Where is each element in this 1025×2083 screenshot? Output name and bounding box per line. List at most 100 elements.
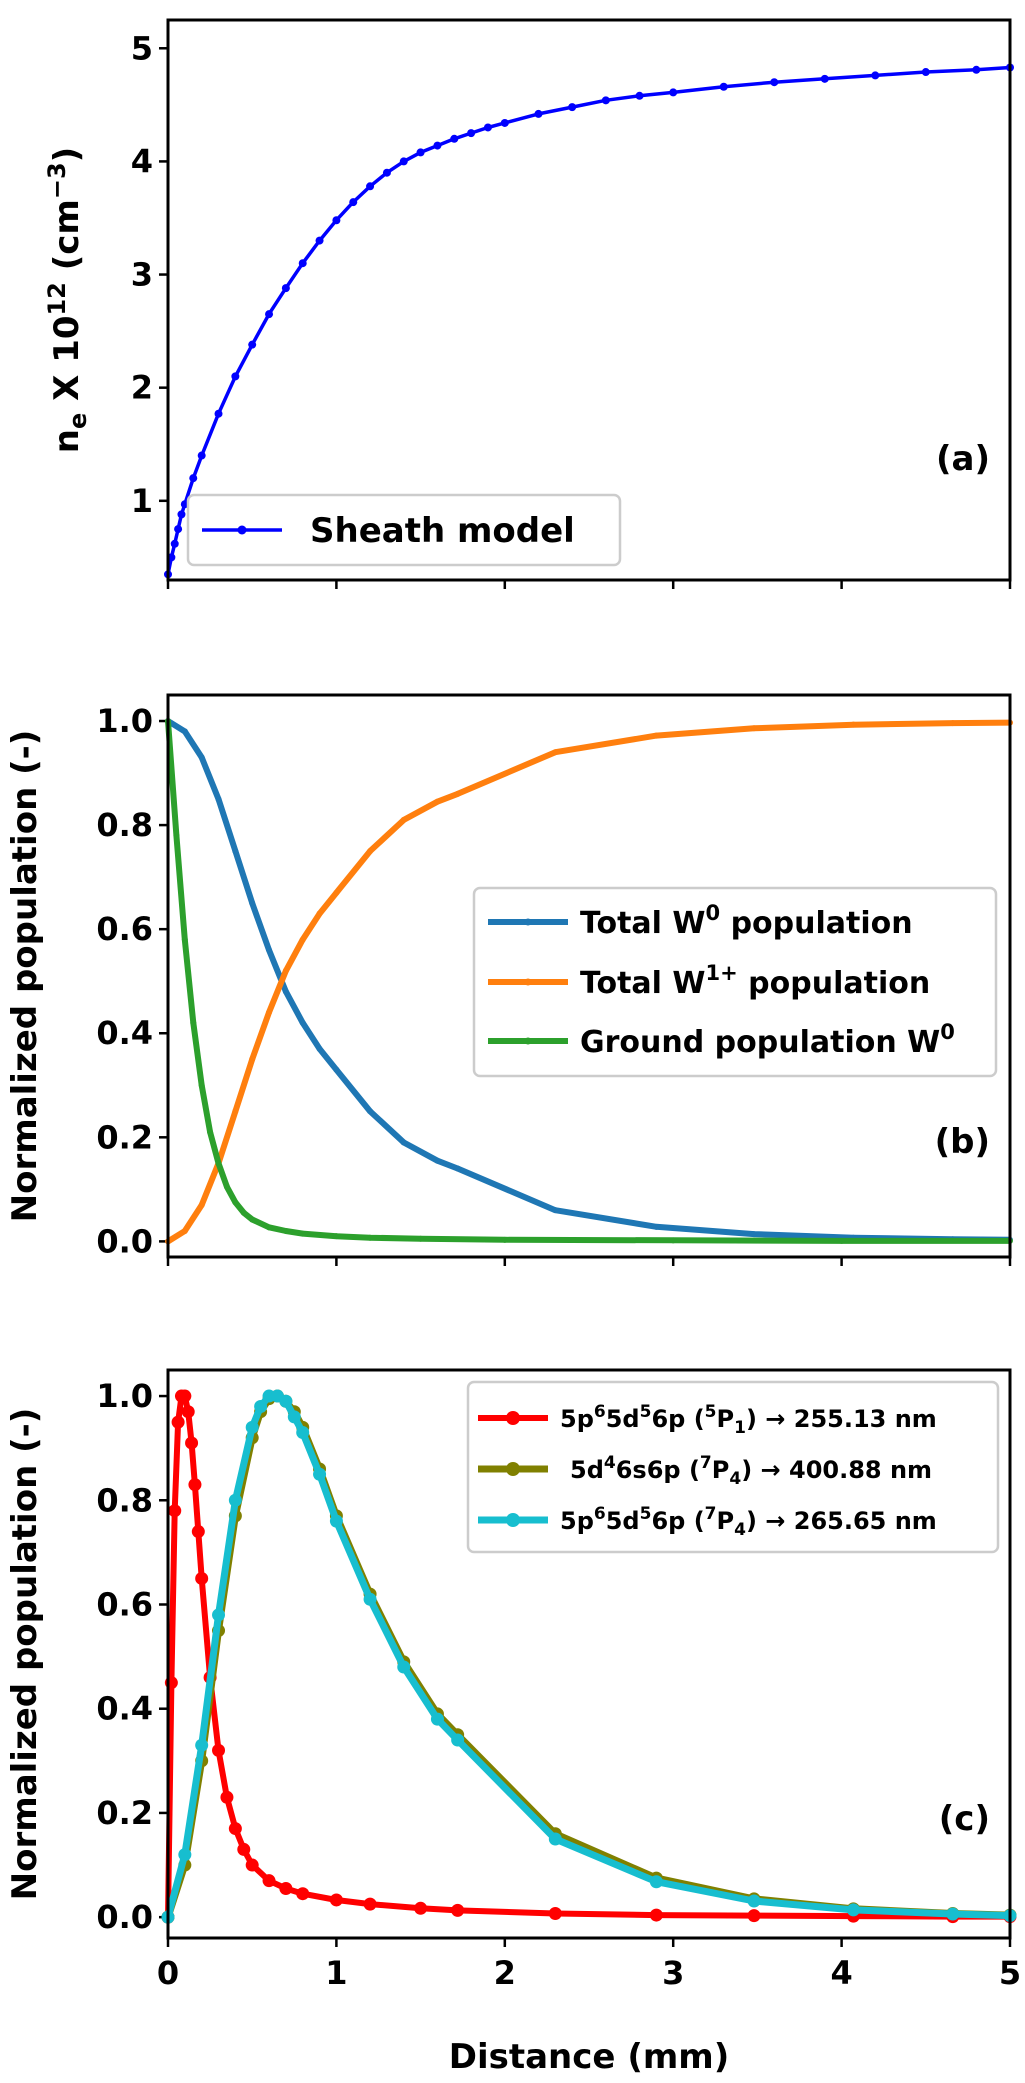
data-point: [177, 510, 186, 519]
data-point: [198, 1082, 205, 1089]
legend-label-part: 6: [594, 1402, 606, 1422]
data-point: [430, 1712, 444, 1726]
data-point: [649, 1908, 663, 1922]
data-point: [266, 1224, 273, 1231]
data-point: [315, 236, 324, 245]
panel-label: (c): [939, 1799, 990, 1839]
legend-label: Ground population W0: [580, 1020, 955, 1060]
data-point: [249, 900, 256, 907]
data-point: [299, 1230, 306, 1237]
y-tick-label: 0.4: [96, 1014, 153, 1052]
data-point: [170, 539, 179, 548]
data-point: [363, 1592, 377, 1606]
y-tick-label: 4: [131, 142, 153, 180]
y-tick-label: 5: [131, 29, 153, 67]
data-point: [299, 1019, 306, 1026]
data-point: [363, 1897, 377, 1911]
data-point: [214, 409, 223, 418]
legend-label-part: 5d: [570, 1456, 604, 1484]
legend-label-sup: 1+: [706, 961, 738, 985]
series-line-0-0: [166, 65, 1011, 575]
legend-label: 5p65d56p (7P4) → 265.65 nm: [560, 1504, 937, 1540]
y-axis-label: ne X 1012 (cm−3): [43, 147, 92, 453]
y-tick-label: 3: [131, 256, 153, 294]
data-point: [747, 1909, 761, 1923]
data-point: [231, 372, 240, 381]
legend-label-sup: 0: [706, 901, 721, 925]
y-tick-label: 1.0: [96, 1377, 153, 1415]
y-tick-label: 1.0: [96, 702, 153, 740]
data-point: [191, 1525, 205, 1539]
legend-label-main: Total W: [580, 906, 706, 941]
data-point: [198, 754, 205, 761]
data-point: [433, 141, 442, 150]
data-point: [195, 1571, 209, 1585]
data-point: [820, 74, 829, 83]
legend-marker: [506, 1513, 520, 1527]
data-point: [181, 1405, 195, 1419]
legend-box: [472, 886, 998, 1078]
data-point: [316, 910, 323, 917]
data-point: [649, 1875, 663, 1889]
data-point: [454, 1165, 461, 1172]
data-point: [751, 1231, 758, 1238]
data-point: [190, 1019, 197, 1026]
y-axis-label-part: X 10: [47, 316, 87, 413]
data-point: [232, 848, 239, 855]
data-point: [653, 732, 660, 739]
panel-c: 0 1 2 3 4 5 0.0 0.2 0.4 0.6 0.8 1.0 (c) Normalized po…: [5, 1368, 1021, 2077]
y-tick-label: 0.0: [96, 1898, 153, 1936]
y-axis-label-part: ): [47, 147, 87, 163]
data-point: [552, 1207, 559, 1214]
data-point: [548, 1907, 562, 1921]
legend-label-part: 4: [729, 1469, 741, 1489]
data-point: [207, 1129, 214, 1136]
y-tick-label: 1: [131, 482, 153, 520]
data-point: [454, 790, 461, 797]
data-point: [178, 1389, 192, 1403]
data-point: [174, 525, 183, 534]
legend-label-part: ) → 255.13 nm: [746, 1405, 937, 1433]
data-point: [178, 1848, 192, 1862]
legend-label-part: 4: [734, 1520, 746, 1540]
legend-box: [466, 1380, 1000, 1554]
data-point: [946, 1907, 960, 1921]
data-point: [212, 1743, 226, 1757]
data-point: [548, 1832, 562, 1846]
data-point: [313, 1467, 327, 1481]
plot-frame: [166, 1368, 1012, 1940]
legend-label-part: P: [717, 1405, 735, 1433]
data-point: [397, 1660, 411, 1674]
legend-label-sup: 0: [940, 1020, 955, 1044]
legend-label-part: 5: [640, 1402, 652, 1422]
data-point: [296, 1887, 310, 1901]
data-point: [349, 198, 358, 207]
legend-marker: [237, 525, 247, 535]
plot-frame: [166, 18, 1012, 582]
data-point: [601, 96, 610, 105]
data-point: [265, 310, 274, 319]
legend-label-part: 4: [604, 1453, 616, 1473]
data-point: [770, 78, 779, 87]
legend-label-part: 5p: [560, 1507, 594, 1535]
legend-label-part: 6p (: [651, 1405, 704, 1433]
legend-label-part: 5p: [560, 1405, 594, 1433]
data-point: [871, 71, 880, 80]
y-tick-label: 0.6: [96, 1585, 153, 1623]
data-point: [215, 1160, 222, 1167]
data-point: [719, 82, 728, 91]
data-point: [188, 1478, 202, 1492]
data-point: [501, 1236, 508, 1243]
data-point: [249, 1216, 256, 1223]
y-axis-label-part: (cm: [47, 199, 87, 282]
y-axis-label-part: n: [47, 429, 87, 453]
data-point: [279, 1881, 293, 1895]
data-point: [282, 967, 289, 974]
data-point: [266, 1009, 273, 1016]
legend-label-part: 7: [705, 1504, 717, 1524]
data-point: [298, 259, 307, 268]
